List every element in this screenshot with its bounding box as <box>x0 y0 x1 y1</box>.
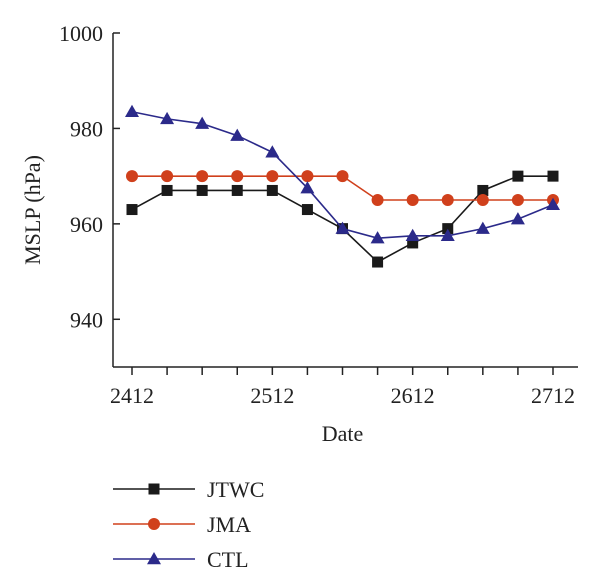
series-jma <box>126 170 559 206</box>
legend-item-jma: JMA <box>113 512 251 537</box>
data-point-jtwc <box>372 256 384 268</box>
x-tick-label: 2612 <box>391 383 435 408</box>
data-point-ctl <box>335 221 350 234</box>
data-point-jtwc <box>161 184 173 196</box>
data-point-jma <box>196 170 209 183</box>
series-jtwc <box>126 170 559 268</box>
legend-label: CTL <box>207 547 249 572</box>
x-tick-label: 2412 <box>110 383 154 408</box>
legend: JTWC JMA CTL <box>113 477 264 572</box>
legend-label: JTWC <box>207 477 264 502</box>
chart-axes <box>112 33 578 368</box>
data-point-jma <box>231 170 244 183</box>
data-point-jtwc <box>477 184 489 196</box>
data-point-jma <box>371 194 384 206</box>
data-point-ctl <box>546 197 560 211</box>
data-point-jma <box>406 194 419 206</box>
data-point-jtwc <box>407 237 419 249</box>
y-tick-label: 960 <box>70 212 103 237</box>
data-point-ctl <box>160 111 175 125</box>
data-point-jtwc <box>231 184 243 196</box>
legend-marker <box>147 552 161 565</box>
y-axis-title: MSLP (hPa) <box>20 155 45 265</box>
x-tick-label: 2712 <box>531 383 575 408</box>
legend-item-jtwc: JTWC <box>113 477 264 502</box>
data-point-ctl <box>510 212 525 225</box>
data-point-jma <box>441 194 454 206</box>
y-axis-ticks: 940 960 980 1000 <box>59 21 120 332</box>
data-point-ctl <box>370 231 385 244</box>
legend-marker <box>148 483 160 495</box>
x-axis-title: Date <box>322 421 364 446</box>
data-point-ctl <box>265 145 280 158</box>
data-point-ctl <box>230 128 245 141</box>
data-point-ctl <box>125 104 139 117</box>
series-layer <box>125 104 560 268</box>
legend-item-ctl: CTL <box>113 547 249 572</box>
data-point-ctl <box>405 228 420 242</box>
data-point-ctl <box>300 181 315 194</box>
data-point-jma <box>301 170 314 183</box>
legend-label: JMA <box>207 512 251 537</box>
data-point-jma <box>126 170 138 183</box>
data-point-jma <box>476 194 489 206</box>
data-point-ctl <box>195 116 210 129</box>
data-point-ctl <box>475 221 490 234</box>
series-line-jtwc <box>131 175 553 264</box>
data-point-jtwc <box>301 204 313 216</box>
data-point-jtwc <box>126 204 138 216</box>
y-tick-label: 940 <box>70 307 103 332</box>
data-point-jtwc <box>266 184 278 196</box>
data-point-ctl <box>440 228 455 242</box>
data-point-jma <box>511 194 524 206</box>
data-point-jma <box>161 170 174 183</box>
x-axis-ticks: 2412 2512 2612 2712 <box>110 367 575 408</box>
data-point-jtwc <box>196 184 208 196</box>
y-tick-label: 1000 <box>59 21 103 46</box>
data-point-jma <box>336 170 349 183</box>
legend-marker <box>148 518 160 530</box>
data-point-jtwc <box>547 170 559 182</box>
data-point-jtwc <box>512 170 524 182</box>
series-ctl <box>125 104 560 244</box>
data-point-jma <box>266 170 279 183</box>
x-tick-label: 2512 <box>250 383 294 408</box>
data-point-jtwc <box>442 223 454 235</box>
y-tick-label: 980 <box>70 116 103 141</box>
